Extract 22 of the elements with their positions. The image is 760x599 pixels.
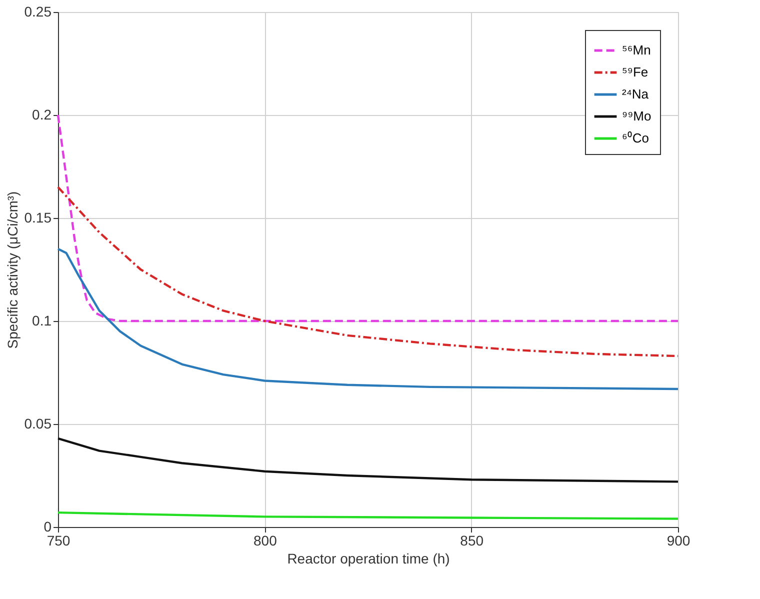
line-series <box>56 511 680 520</box>
y-tick-label: 0.25 <box>24 4 52 20</box>
legend-label: ⁵⁶Mn <box>622 42 651 58</box>
y-tick-label: 0 <box>44 518 52 534</box>
x-tick-label: 900 <box>666 532 690 548</box>
legend-label: ⁵⁹Fe <box>622 64 648 80</box>
x-axis-title: Reactor operation time (h) <box>287 550 450 566</box>
line-series <box>56 186 680 358</box>
x-tick-label: 750 <box>46 532 70 548</box>
legend-label: ⁶⁰Co <box>622 130 649 146</box>
y-tick-label: 0.1 <box>32 312 52 328</box>
y-axis-title: Specific activity (μCi/cm³) <box>4 191 20 349</box>
line-series <box>56 248 680 390</box>
line-series <box>56 114 680 322</box>
legend-label: ²⁴Na <box>622 86 650 102</box>
y-tick-label: 0.15 <box>24 210 52 226</box>
x-tick-label: 800 <box>253 532 278 548</box>
legend-label: ⁹⁹Mo <box>622 108 652 124</box>
y-tick-label: 0.05 <box>24 416 52 432</box>
line-series <box>56 437 680 483</box>
y-tick-label: 0.2 <box>32 106 52 122</box>
x-tick-label: 850 <box>460 532 484 548</box>
